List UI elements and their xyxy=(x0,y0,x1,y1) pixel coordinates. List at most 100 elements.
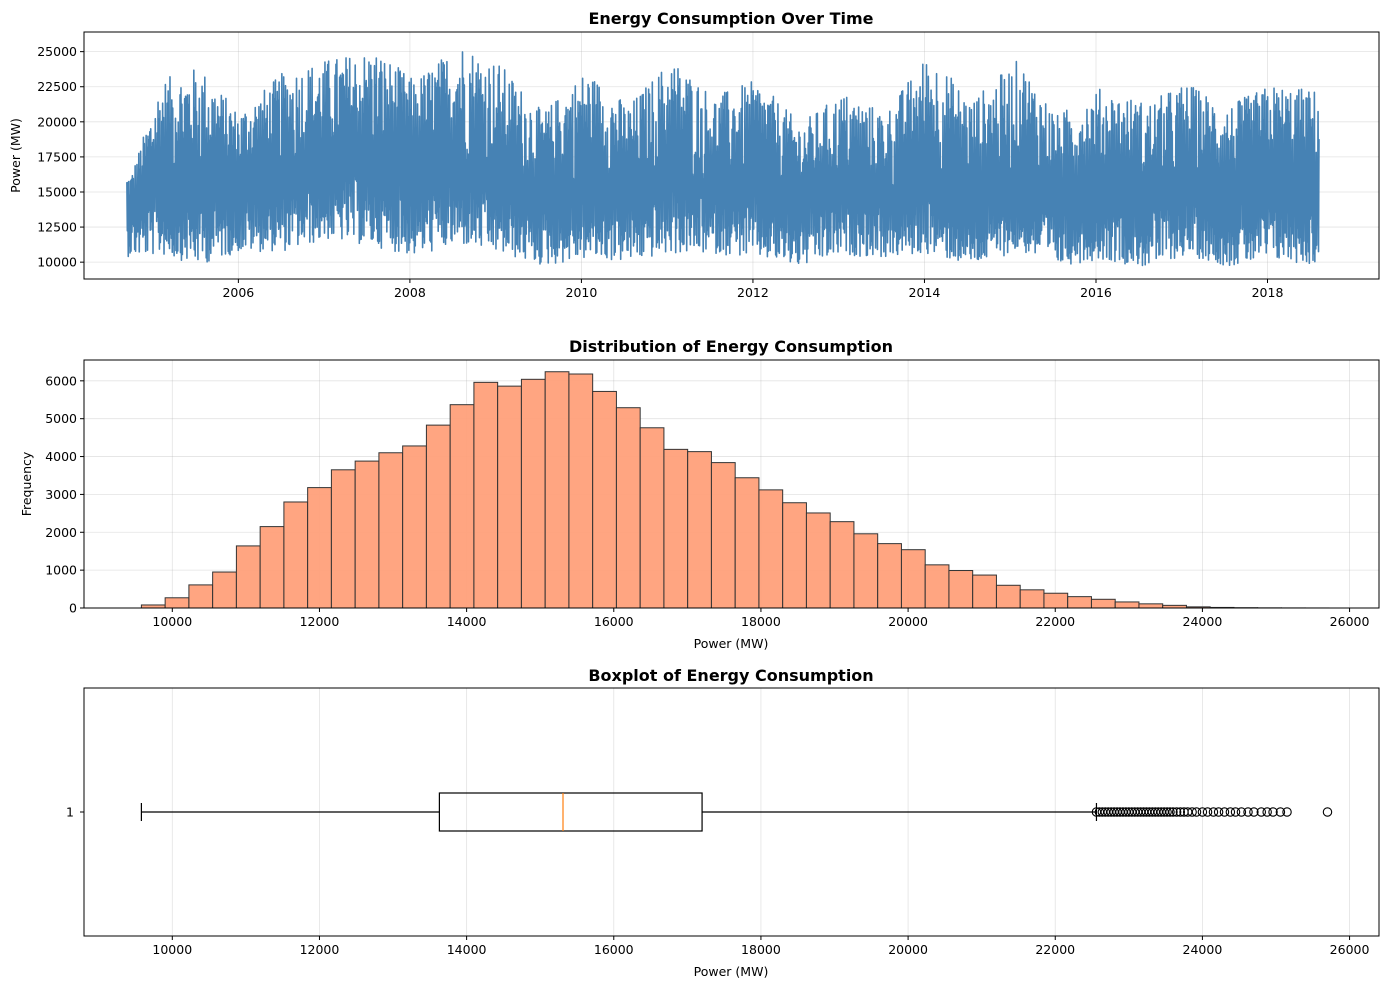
histogram-bar xyxy=(924,564,950,609)
histogram-bar xyxy=(639,427,665,609)
histogram-bar xyxy=(473,381,499,609)
y-tick-label: 4000 xyxy=(45,449,77,464)
histogram-bar xyxy=(1090,598,1116,609)
histogram-bar xyxy=(1114,601,1140,609)
y-tick-label: 15000 xyxy=(37,184,77,199)
histogram-bar xyxy=(1019,589,1045,609)
outlier-point xyxy=(1282,807,1292,817)
y-tick-label: 25000 xyxy=(37,44,77,59)
outlier-point xyxy=(1262,807,1272,817)
y-tick-label: 3000 xyxy=(45,487,77,502)
x-tick-label: 2010 xyxy=(566,285,598,300)
outlier-point xyxy=(1187,807,1197,817)
histogram-bar xyxy=(805,512,831,609)
x-tick-label: 16000 xyxy=(594,614,634,629)
boxplot-panel: Boxplot of Energy Consumption Power (MW)… xyxy=(66,666,1380,979)
outlier-point xyxy=(1275,807,1286,817)
y-tick-label: 1 xyxy=(66,805,74,820)
x-tick-label: 2008 xyxy=(394,285,426,300)
histogram-bar xyxy=(615,407,641,609)
histogram-bar xyxy=(425,424,451,609)
x-tick-label: 18000 xyxy=(741,614,781,629)
line-chart-frame xyxy=(83,31,1380,280)
histogram-bar xyxy=(1138,603,1164,609)
outlier-point xyxy=(1230,807,1241,817)
x-tick-label: 2016 xyxy=(1080,285,1112,300)
outlier-point xyxy=(1243,807,1253,817)
histogram-bar xyxy=(592,390,617,609)
histogram-bar xyxy=(307,487,332,609)
histogram-bar xyxy=(330,469,356,609)
outlier-point xyxy=(1268,807,1278,817)
histogram-bar xyxy=(449,404,475,609)
outlier-point xyxy=(1171,807,1182,817)
outlier-point xyxy=(1165,807,1175,817)
histogram-bar xyxy=(188,584,214,609)
histogram-bar xyxy=(663,448,689,609)
y-tick-label: 20000 xyxy=(37,114,77,129)
x-tick-label: 22000 xyxy=(1035,614,1075,629)
x-tick-label: 2018 xyxy=(1252,285,1284,300)
outlier-point xyxy=(1208,807,1219,817)
outlier-point xyxy=(1219,807,1230,817)
x-tick-label: 20000 xyxy=(888,942,928,957)
x-tick-label: 16000 xyxy=(594,942,634,957)
outlier-point xyxy=(1202,807,1213,817)
iqr-box xyxy=(438,792,703,832)
histogram-bar xyxy=(877,543,902,609)
y-tick-label: 17500 xyxy=(37,149,77,164)
x-tick-label: 26000 xyxy=(1330,942,1370,957)
x-tick-label: 12000 xyxy=(300,942,340,957)
histogram-title: Distribution of Energy Consumption xyxy=(569,337,893,356)
y-tick-label: 2000 xyxy=(45,525,77,540)
outlier-point xyxy=(1168,807,1178,817)
histogram-bar xyxy=(402,445,427,609)
histogram-bar xyxy=(354,460,380,609)
x-tick-label: 10000 xyxy=(152,942,192,957)
outlier-point xyxy=(1225,807,1236,817)
histogram-bar xyxy=(164,597,190,609)
boxplot-frame xyxy=(83,687,1380,937)
x-tick-label: 2006 xyxy=(222,285,254,300)
histogram-bar xyxy=(948,570,974,609)
histogram-bar xyxy=(687,451,712,609)
x-tick-label: 12000 xyxy=(300,614,340,629)
histogram-bar xyxy=(710,462,736,609)
line-chart-ylabel: Power (MW) xyxy=(8,118,23,193)
x-tick-label: 22000 xyxy=(1035,942,1075,957)
histogram-bar xyxy=(900,549,926,609)
boxplot-xlabel: Power (MW) xyxy=(694,964,769,979)
histogram-panel: Distribution of Energy Consumption Frequ… xyxy=(19,337,1380,651)
y-tick-label: 0 xyxy=(69,601,77,616)
x-tick-label: 14000 xyxy=(447,942,487,957)
outlier-point xyxy=(1175,807,1186,817)
outlier-point xyxy=(1256,807,1267,817)
histogram-frame xyxy=(83,359,1380,609)
x-tick-label: 10000 xyxy=(152,614,192,629)
energy-series-line xyxy=(126,51,1320,267)
outlier-point xyxy=(1236,807,1247,817)
histogram-bar xyxy=(259,526,285,609)
outlier-point xyxy=(1249,807,1259,817)
histogram-bar xyxy=(853,533,879,609)
y-tick-label: 5000 xyxy=(45,411,77,426)
histogram-bar xyxy=(829,521,855,609)
histogram-xlabel: Power (MW) xyxy=(694,636,769,651)
histogram-bar xyxy=(995,584,1021,609)
histogram-bar xyxy=(544,371,570,609)
histogram-bar xyxy=(734,477,760,609)
x-tick-label: 24000 xyxy=(1183,942,1223,957)
boxplot-title: Boxplot of Energy Consumption xyxy=(588,666,873,685)
histogram-bar xyxy=(378,452,404,609)
histogram-bar xyxy=(1043,592,1069,609)
x-tick-label: 26000 xyxy=(1330,614,1370,629)
histogram-bar xyxy=(283,501,309,609)
x-tick-label: 18000 xyxy=(741,942,781,957)
histogram-bar xyxy=(212,571,237,609)
y-tick-label: 6000 xyxy=(45,373,77,388)
y-tick-label: 12500 xyxy=(37,220,77,235)
histogram-bar xyxy=(497,385,522,609)
histogram-bar xyxy=(235,545,261,609)
outlier-point xyxy=(1162,807,1172,817)
x-tick-label: 2012 xyxy=(737,285,769,300)
